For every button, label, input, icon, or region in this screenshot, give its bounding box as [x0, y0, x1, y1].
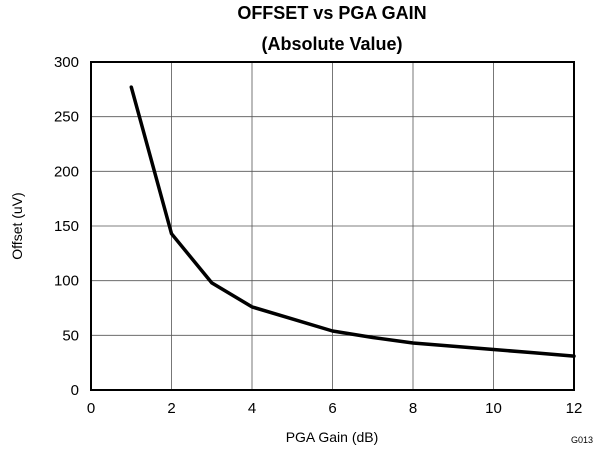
x-tick-label: 2: [167, 400, 175, 417]
x-tick-label: 0: [87, 400, 95, 417]
y-tick-label: 50: [62, 327, 79, 344]
chart-subtitle: (Absolute Value): [261, 34, 402, 54]
x-axis-label: PGA Gain (dB): [286, 429, 379, 445]
figure-code: G013: [571, 435, 593, 445]
offset-series-line: [129, 85, 576, 358]
x-tick-label: 10: [485, 400, 502, 417]
chart-title: OFFSET vs PGA GAIN: [237, 3, 426, 23]
y-tick-label: 200: [54, 163, 79, 180]
x-tick-label: 8: [409, 400, 417, 417]
y-tick-label: 250: [54, 109, 79, 126]
y-tick-label: 150: [54, 218, 79, 235]
x-tick-label: 6: [328, 400, 336, 417]
x-tick-label: 12: [566, 400, 583, 417]
y-axis-label: Offset (uV): [9, 192, 25, 259]
x-tick-label: 4: [248, 400, 256, 417]
y-tick-label: 300: [54, 54, 79, 71]
y-tick-labels: 0 50 100 150 200 250 300: [54, 54, 79, 399]
y-tick-label: 100: [54, 273, 79, 290]
plot-frame: [90, 61, 575, 391]
y-tick-label: 0: [71, 382, 79, 399]
x-tick-labels: 0 2 4 6 8 10 12: [87, 400, 583, 417]
